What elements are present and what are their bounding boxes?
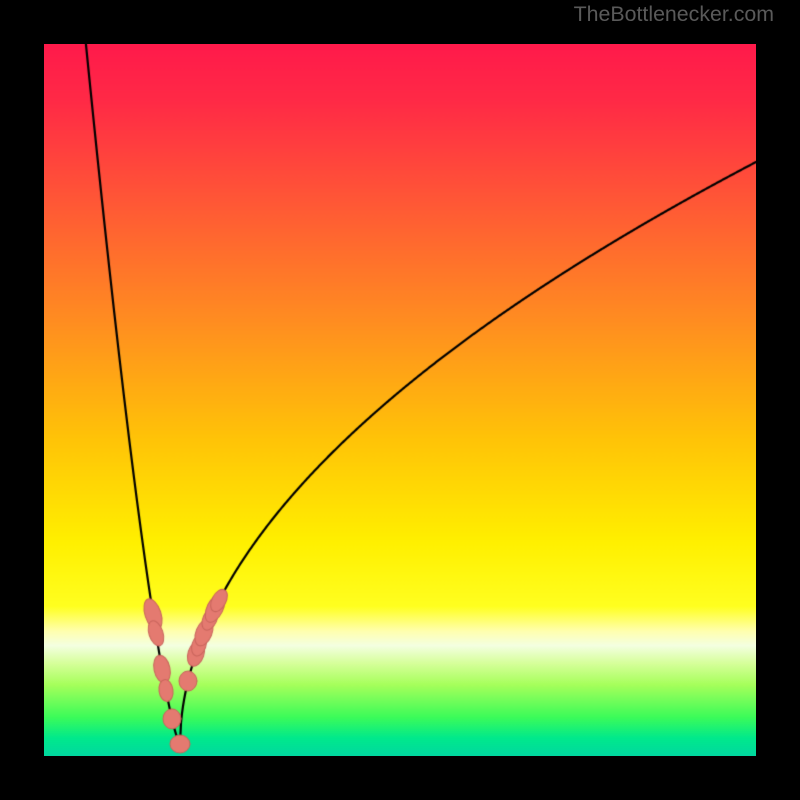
chart-root: TheBottlenecker.com bbox=[0, 0, 800, 800]
bottleneck-curve-chart bbox=[44, 44, 756, 756]
watermark-label: TheBottlenecker.com bbox=[574, 2, 774, 27]
